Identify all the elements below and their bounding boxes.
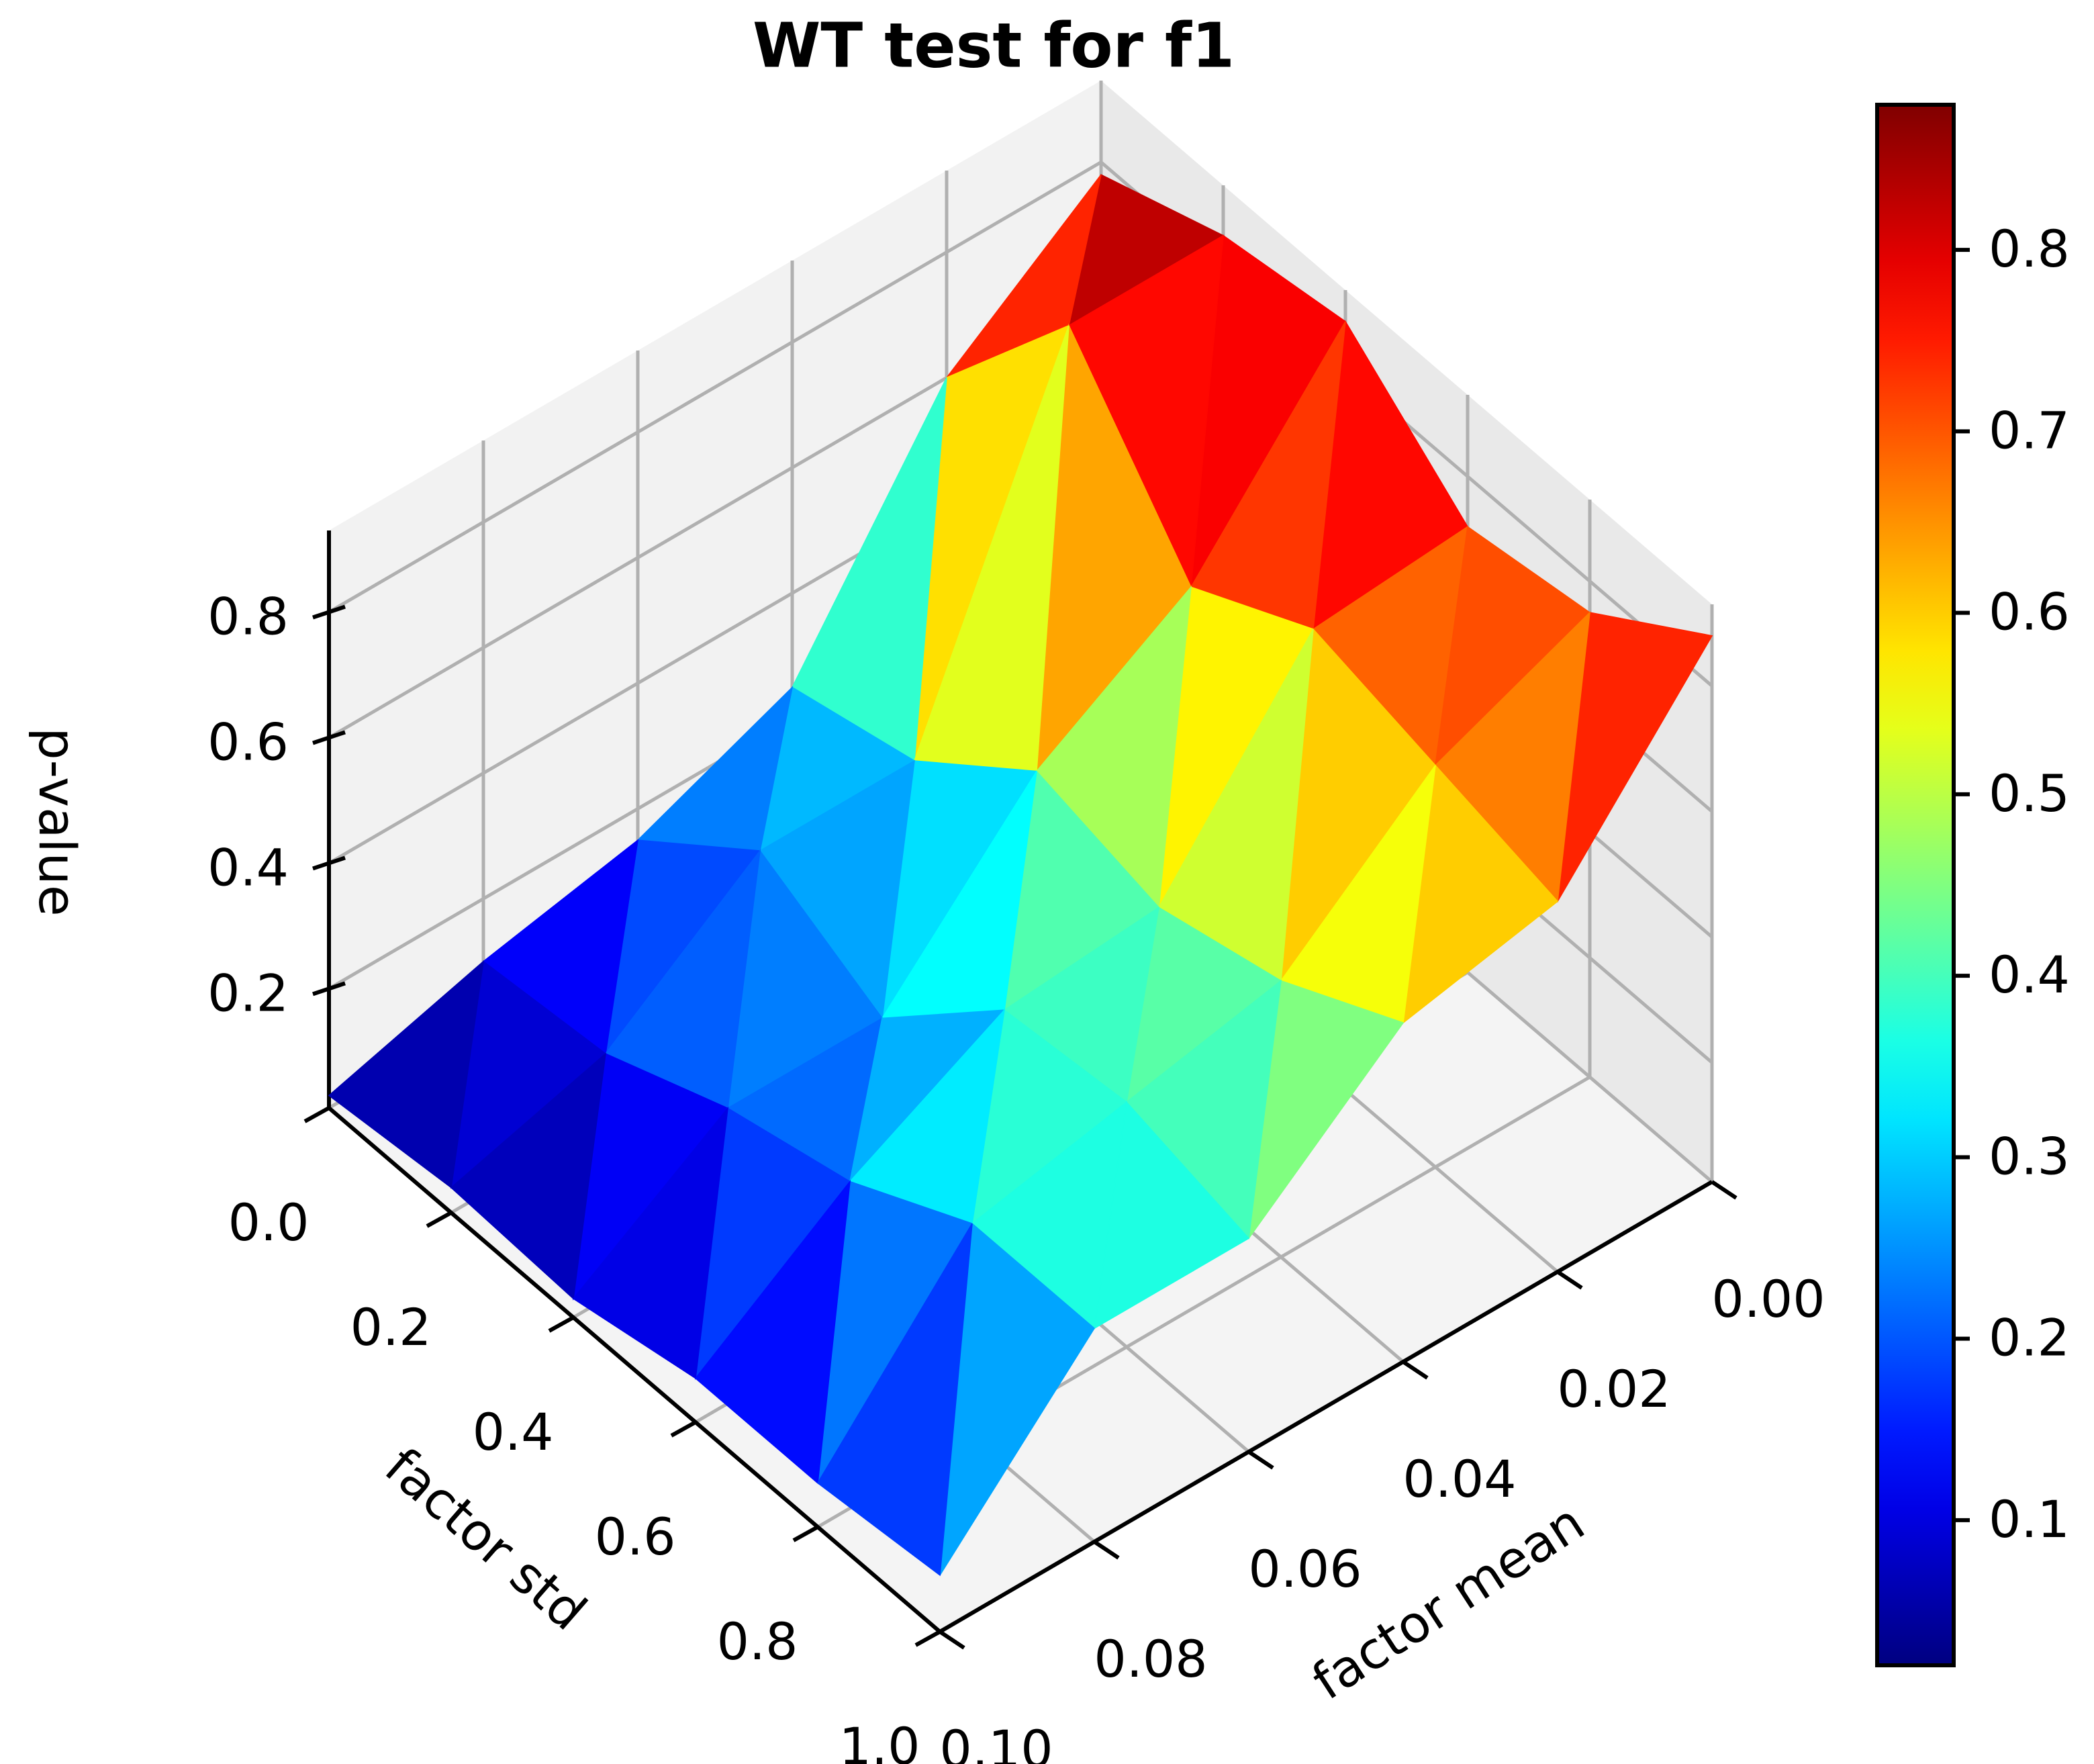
surface-face [572,1106,729,1379]
x-tick [792,1525,819,1542]
surface-face [694,1179,851,1485]
y-tick [1093,1540,1120,1560]
grid-line [328,160,1102,614]
y-tick [1402,1360,1429,1380]
x-tick [914,1630,941,1647]
surface-face [450,1052,607,1300]
y-tick [1247,1450,1274,1470]
z-tick [312,730,346,745]
x-tick-label: 0.2 [350,1297,432,1357]
x-tick-label: 1.0 [839,1716,920,1764]
colorbar-tick-label: 0.1 [1989,1489,2070,1549]
x-tick [548,1315,575,1333]
y-tick [939,1630,965,1650]
y-tick-label: 0.02 [1557,1359,1670,1419]
x-tick-label: 0.8 [717,1612,798,1671]
colorbar-tick-label: 0.3 [1989,1126,2070,1186]
x-tick-label: 0.6 [595,1507,676,1567]
x-tick [426,1211,453,1228]
x-tick-label: 0.0 [228,1193,310,1252]
z-tick [312,604,346,620]
chart-title: WT test for f1 [753,9,1235,81]
colorbar-tick-label: 0.5 [1989,763,2070,823]
axis-line [939,1180,1713,1634]
surface-face [328,960,485,1189]
y-tick [1556,1270,1583,1290]
z-tick-label: 0.6 [207,712,289,772]
x-tick [670,1420,697,1438]
pane [329,81,1101,1108]
colorbar [1875,103,1956,1667]
z-tick-label: 0.2 [207,963,289,1023]
y-tick-label: 0.00 [1711,1269,1825,1329]
surface-face [816,1223,973,1577]
x-tick [303,1106,330,1123]
colorbar-tick-label: 0.8 [1989,219,2070,279]
z-axis-label: p-value [28,727,87,916]
colorbar-tick-label: 0.6 [1989,582,2070,642]
colorbar-tick-label: 0.2 [1989,1308,2070,1368]
x-tick-label: 0.4 [473,1402,554,1462]
y-tick [1711,1180,1738,1200]
y-tick-label: 0.04 [1402,1449,1516,1509]
x-axis-label: factor std [374,1436,598,1642]
y-tick-label: 0.06 [1248,1539,1362,1599]
y-tick-label: 0.08 [1094,1629,1207,1689]
colorbar-tick-label: 0.4 [1989,945,2070,1005]
z-tick [312,855,346,871]
y-tick-label: 0.10 [939,1719,1053,1764]
z-tick [312,981,346,996]
colorbar-tick-label: 0.7 [1989,400,2070,460]
axis-line [328,1106,941,1634]
z-tick-label: 0.8 [207,587,289,647]
z-tick-label: 0.4 [207,837,289,897]
y-axis-label: factor mean [1302,1492,1595,1711]
